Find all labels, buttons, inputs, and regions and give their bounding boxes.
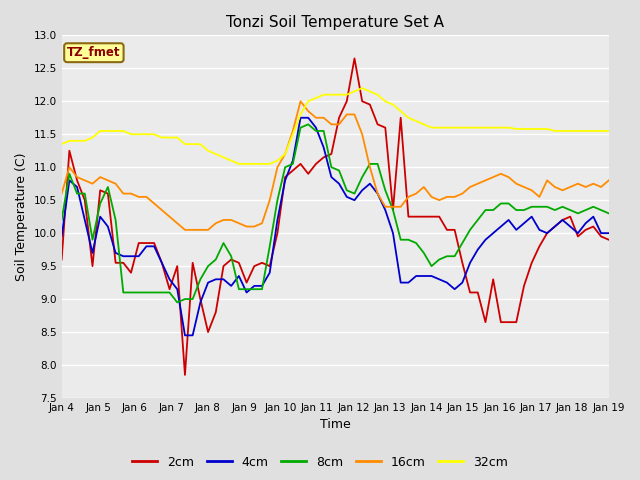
- Y-axis label: Soil Temperature (C): Soil Temperature (C): [15, 153, 28, 281]
- X-axis label: Time: Time: [320, 419, 351, 432]
- Title: Tonzi Soil Temperature Set A: Tonzi Soil Temperature Set A: [226, 15, 444, 30]
- Legend: 2cm, 4cm, 8cm, 16cm, 32cm: 2cm, 4cm, 8cm, 16cm, 32cm: [127, 451, 513, 474]
- Text: TZ_fmet: TZ_fmet: [67, 46, 120, 59]
